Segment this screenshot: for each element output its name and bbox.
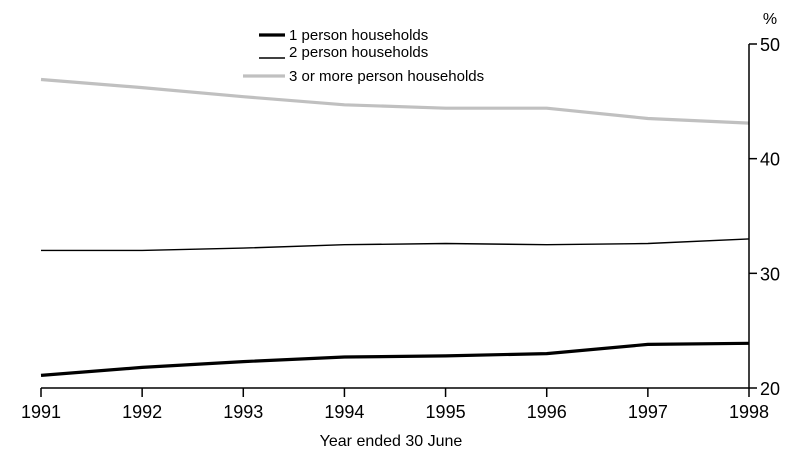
series-1 — [40, 341, 750, 377]
x-axis: 1991 1992 1993 1994 1995 1996 1997 1998 — [21, 387, 769, 422]
y-tick-label-20: 20 — [760, 379, 780, 399]
x-tick-label-1991: 1991 — [21, 402, 61, 422]
x-tick-label-1993: 1993 — [223, 402, 263, 422]
y-axis-unit-label: % — [763, 11, 777, 28]
y-tick-label-30: 30 — [760, 264, 780, 284]
legend-label-2: 2 person households — [289, 44, 428, 61]
series-3 — [40, 77, 750, 125]
series-line-3 — [40, 77, 750, 125]
legend-item-1: 1 person households — [259, 27, 428, 44]
x-axis-title: Year ended 30 June — [320, 433, 463, 450]
legend-item-3: 3 or more person households — [243, 68, 484, 85]
series-2 — [41, 238, 750, 252]
series-layer — [40, 77, 750, 377]
legend-label-1: 1 person households — [289, 27, 428, 44]
x-tick-label-1997: 1997 — [628, 402, 668, 422]
x-tick-label-1998: 1998 — [729, 402, 769, 422]
x-tick-label-1992: 1992 — [122, 402, 162, 422]
y-axis: 20 30 40 50 — [748, 35, 780, 399]
x-tick-label-1996: 1996 — [527, 402, 567, 422]
x-tick-label-1994: 1994 — [324, 402, 364, 422]
y-tick-label-50: 50 — [760, 35, 780, 55]
series-line-1 — [40, 341, 750, 377]
legend-label-3: 3 or more person households — [289, 68, 484, 85]
y-tick-label-40: 40 — [760, 150, 780, 170]
series-line-2 — [41, 238, 750, 252]
legend-item-2: 2 person households — [259, 44, 428, 61]
x-tick-label-1995: 1995 — [426, 402, 466, 422]
